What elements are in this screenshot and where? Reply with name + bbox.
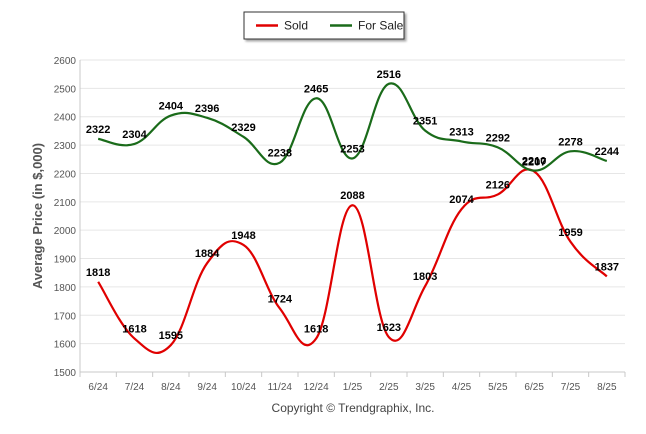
data-point-sold	[350, 202, 356, 208]
data-point-for-sale	[132, 141, 138, 147]
y-tick-label: 1900	[54, 255, 77, 266]
data-point-sold	[568, 239, 574, 245]
data-label-for-sale: 2292	[486, 132, 510, 144]
data-point-for-sale	[95, 136, 101, 142]
data-label-sold: 1884	[195, 248, 220, 260]
data-point-sold	[277, 305, 283, 311]
data-label-for-sale: 2351	[413, 116, 437, 128]
x-tick-label: 8/25	[597, 382, 617, 393]
data-point-for-sale	[604, 158, 610, 164]
data-label-for-sale: 2516	[377, 69, 401, 81]
data-point-for-sale	[204, 115, 210, 121]
series-line-for-sale	[97, 82, 608, 172]
x-tick-label: 6/25	[524, 382, 544, 393]
data-label-for-sale: 2404	[159, 101, 184, 113]
y-tick-label: 2200	[54, 169, 77, 180]
y-axis-title: Average Price (in $,000)	[30, 143, 45, 289]
x-tick-label: 5/25	[488, 382, 508, 393]
data-label-sold: 2126	[486, 179, 510, 191]
y-tick-label: 2500	[54, 84, 77, 95]
data-label-sold: 1837	[595, 261, 619, 273]
series-line-sold	[97, 168, 608, 355]
data-label-sold: 2207	[522, 156, 546, 168]
data-point-for-sale	[568, 148, 574, 154]
x-tick-label: 12/24	[304, 382, 329, 393]
y-tick-label: 2400	[54, 113, 77, 124]
data-point-sold	[604, 273, 610, 279]
x-tick-label: 8/24	[161, 382, 181, 393]
data-label-for-sale: 2304	[122, 129, 147, 141]
data-label-sold: 1623	[377, 322, 401, 334]
x-tick-label: 3/25	[415, 382, 435, 393]
data-label-for-sale: 2313	[449, 126, 473, 138]
data-point-sold	[95, 279, 101, 285]
data-point-for-sale	[495, 144, 501, 150]
copyright-text: Copyright © Trendgraphix, Inc.	[272, 401, 435, 415]
legend-label-sold: Sold	[284, 19, 308, 33]
x-tick-label: 11/24	[268, 382, 293, 393]
data-label-for-sale: 2278	[558, 136, 582, 148]
data-point-sold	[168, 342, 174, 348]
data-point-sold	[313, 336, 319, 342]
data-point-for-sale	[459, 138, 465, 144]
legend-label-for-sale: For Sale	[358, 19, 404, 33]
y-tick-label: 1600	[54, 340, 77, 351]
data-label-sold: 1948	[231, 230, 255, 242]
x-tick-label: 10/24	[231, 382, 256, 393]
x-tick-label: 1/25	[343, 382, 363, 393]
y-tick-label: 2600	[54, 56, 77, 67]
data-label-for-sale: 2322	[86, 124, 110, 136]
y-tick-label: 1500	[54, 368, 77, 379]
data-label-sold: 2074	[449, 194, 474, 206]
y-tick-label: 2300	[54, 141, 77, 152]
series-lines	[95, 81, 610, 355]
x-tick-label: 6/24	[88, 382, 108, 393]
data-point-for-sale	[422, 128, 428, 134]
data-point-sold	[241, 242, 247, 248]
data-label-for-sale: 2329	[231, 122, 255, 134]
x-tick-label: 4/25	[452, 382, 472, 393]
y-tick-label: 2100	[54, 198, 77, 209]
data-label-for-sale: 2238	[268, 148, 292, 160]
y-tick-label: 2000	[54, 226, 77, 237]
data-point-sold	[422, 283, 428, 289]
data-label-for-sale: 2253	[340, 143, 364, 155]
data-label-sold: 1618	[122, 324, 146, 336]
y-tick-label: 1700	[54, 311, 77, 322]
data-label-sold: 2088	[340, 190, 364, 202]
data-point-for-sale	[350, 155, 356, 161]
grid-lines: 1500 1600 1700 1800 1900 2000 2100 2200 2300 2400…	[54, 56, 625, 379]
axes: 6/24 7/24 8/24 9/24 10/24 11/24 12/24 1/25 2/25 3…	[79, 60, 626, 393]
data-label-for-sale: 2244	[595, 146, 620, 158]
data-label-for-sale: 2210	[522, 156, 546, 168]
data-label-sold: 1959	[558, 227, 582, 239]
y-tick-label: 1800	[54, 283, 77, 294]
data-point-sold	[132, 336, 138, 342]
x-tick-label: 7/24	[125, 382, 145, 393]
data-label-for-sale: 2396	[195, 103, 219, 115]
data-point-sold	[204, 260, 210, 266]
data-labels: 1818 1618 1595 1884 1948 1724 1618 2088 1623 1803…	[86, 69, 620, 342]
data-point-sold	[386, 334, 392, 340]
data-point-for-sale	[313, 95, 319, 101]
data-label-for-sale: 2465	[304, 83, 328, 95]
data-point-for-sale	[168, 113, 174, 119]
data-point-sold	[459, 206, 465, 212]
data-label-sold: 1818	[86, 267, 110, 279]
data-label-sold: 1595	[159, 330, 183, 342]
x-tick-label: 7/25	[561, 382, 581, 393]
data-point-sold	[495, 191, 501, 197]
data-point-for-sale	[386, 81, 392, 87]
x-tick-label: 9/24	[197, 382, 217, 393]
data-point-for-sale	[531, 168, 537, 174]
x-tick-label: 2/25	[379, 382, 399, 393]
data-label-sold: 1618	[304, 324, 328, 336]
data-point-for-sale	[277, 160, 283, 166]
data-label-sold: 1724	[268, 293, 293, 305]
legend: Sold For Sale	[243, 11, 405, 40]
data-label-sold: 1803	[413, 271, 437, 283]
data-point-for-sale	[241, 134, 247, 140]
